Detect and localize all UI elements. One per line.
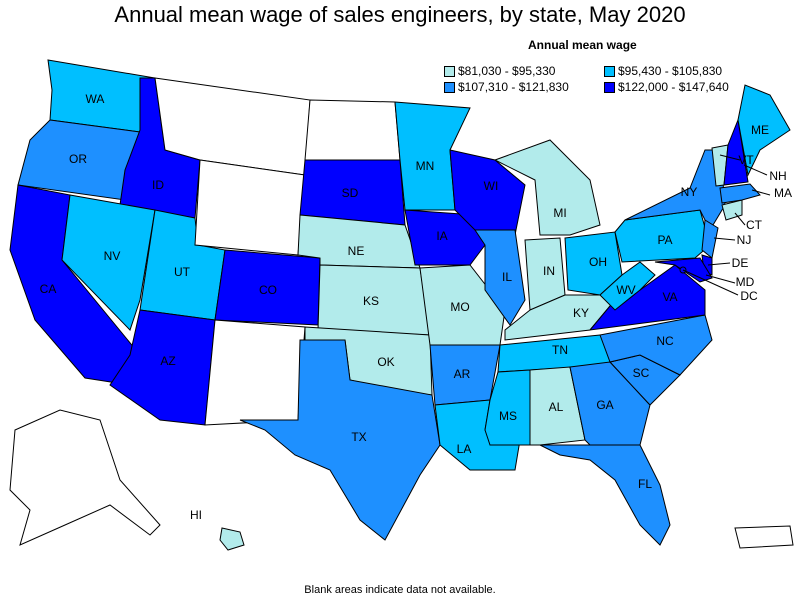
label-ME: ME xyxy=(751,123,769,137)
legend-swatch xyxy=(444,65,455,77)
label-TX: TX xyxy=(351,430,366,444)
label-NV: NV xyxy=(104,249,121,263)
label-DE: DE xyxy=(732,256,749,270)
label-MA: MA xyxy=(774,186,792,200)
label-IA: IA xyxy=(436,229,447,243)
label-ID: ID xyxy=(152,178,164,192)
label-DC: DC xyxy=(740,289,758,303)
label-SD: SD xyxy=(342,186,359,200)
label-NE: NE xyxy=(348,244,365,258)
label-MI: MI xyxy=(553,206,566,220)
state-OR[interactable] xyxy=(17,119,141,201)
label-CO: CO xyxy=(259,283,277,297)
label-HI: HI xyxy=(190,508,202,522)
label-AZ: AZ xyxy=(160,354,175,368)
state-FL[interactable] xyxy=(539,444,671,546)
label-TN: TN xyxy=(552,343,568,357)
state-AK[interactable] xyxy=(9,409,161,546)
label-WV: WV xyxy=(616,283,635,297)
legend-label: $95,430 - $105,830 xyxy=(618,64,723,78)
label-MO: MO xyxy=(450,300,469,314)
legend-label: $81,030 - $95,330 xyxy=(458,64,556,78)
state-NH[interactable] xyxy=(723,118,749,186)
label-CT: CT xyxy=(746,218,763,232)
label-SC: SC xyxy=(633,366,650,380)
state-AL[interactable] xyxy=(529,366,586,446)
state-HI[interactable] xyxy=(219,527,245,551)
label-UT: UT xyxy=(174,265,191,279)
label-KY: KY xyxy=(573,306,589,320)
state-WV[interactable] xyxy=(599,261,656,311)
label-NY: NY xyxy=(681,185,698,199)
label-PA: PA xyxy=(657,233,672,247)
label-GA: GA xyxy=(596,398,613,412)
legend-item-tier-1: $81,030 - $95,330 xyxy=(444,64,555,78)
label-VA: VA xyxy=(662,290,677,304)
label-NC: NC xyxy=(656,334,674,348)
label-AR: AR xyxy=(454,367,471,381)
state-ME[interactable] xyxy=(737,84,791,177)
legend-swatch xyxy=(444,81,455,93)
state-NM[interactable] xyxy=(204,319,306,426)
legend-title: Annual mean wage xyxy=(528,38,637,52)
label-OR: OR xyxy=(69,152,87,166)
state-MA[interactable] xyxy=(719,183,761,204)
label-WI: WI xyxy=(484,179,499,193)
label-NJ: NJ xyxy=(737,233,752,247)
label-OH: OH xyxy=(589,255,607,269)
map-title: Annual mean wage of sales engineers, by … xyxy=(114,2,686,27)
state-MO[interactable] xyxy=(419,264,506,346)
label-IL: IL xyxy=(502,270,512,284)
footnote: Blank areas indicate data not available. xyxy=(304,584,496,596)
legend-label: $122,000 - $147,640 xyxy=(618,80,729,94)
label-OK: OK xyxy=(377,355,394,369)
state-WY[interactable] xyxy=(194,159,306,256)
legend-item-tier-3: $107,310 - $121,830 xyxy=(444,80,569,94)
state-ND[interactable] xyxy=(304,99,401,161)
state-labels: WA OR CA ID NV UT AZ CO SD NE KS OK TX M… xyxy=(40,92,792,522)
label-CA: CA xyxy=(40,282,57,296)
label-AL: AL xyxy=(549,400,564,414)
state-PR[interactable] xyxy=(734,525,794,549)
state-MI[interactable] xyxy=(493,139,601,236)
label-VT: VT xyxy=(738,153,754,167)
label-LA: LA xyxy=(457,442,472,456)
label-KS: KS xyxy=(363,294,379,308)
state-TX[interactable] xyxy=(239,339,441,541)
legend-item-tier-2: $95,430 - $105,830 xyxy=(604,64,722,78)
legend-item-tier-4: $122,000 - $147,640 xyxy=(604,80,729,94)
legend-swatch xyxy=(604,81,615,93)
state-NV[interactable] xyxy=(61,194,156,331)
label-MS: MS xyxy=(499,409,517,423)
label-IN: IN xyxy=(543,264,555,278)
leader-lines xyxy=(682,154,771,296)
legend-label: $107,310 - $121,830 xyxy=(458,80,569,94)
label-MN: MN xyxy=(416,159,435,173)
state-IL[interactable] xyxy=(474,229,526,326)
state-NJ[interactable] xyxy=(701,219,719,259)
label-WA: WA xyxy=(86,92,105,106)
label-NH: NH xyxy=(769,169,786,183)
label-MD: MD xyxy=(736,275,755,289)
legend-swatch xyxy=(604,65,615,77)
label-FL: FL xyxy=(638,477,652,491)
